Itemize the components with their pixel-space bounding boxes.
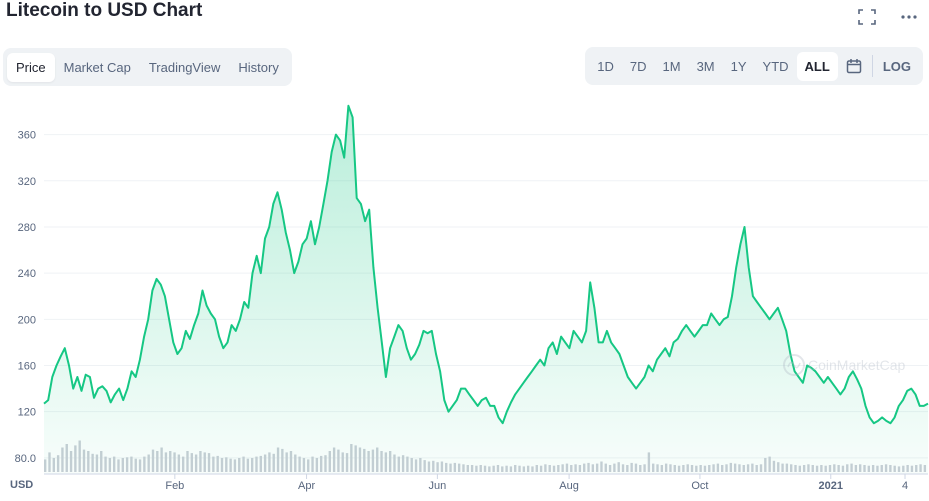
y-tick-label: 200: [18, 314, 36, 326]
tab-market-cap[interactable]: Market Cap: [63, 59, 131, 75]
price-chart[interactable]: CoinMarketCap 36032028024020016012080.0 …: [0, 90, 929, 501]
watermark-text: CoinMarketCap: [808, 357, 905, 373]
x-tick-label: Jun: [429, 480, 447, 492]
range-all[interactable]: ALL: [796, 51, 838, 81]
tab-tradingview[interactable]: TradingView: [148, 59, 221, 75]
chart-type-tabs: Price Market Cap TradingView History: [3, 48, 292, 86]
log-scale-button[interactable]: LOG: [882, 58, 911, 74]
y-tick-label: 360: [18, 130, 36, 142]
range-ytd[interactable]: YTD: [762, 58, 789, 74]
y-tick-label: 240: [18, 268, 36, 280]
x-tick-label: Aug: [559, 480, 579, 492]
expand-icon[interactable]: [855, 6, 879, 28]
page-title: Litecoin to USD Chart: [6, 0, 203, 21]
header-actions: [855, 6, 921, 28]
y-tick-label: 320: [18, 176, 36, 188]
y-axis-ticks: 360 320 280 240 200 160 120 80.0: [15, 130, 36, 465]
y-tick-label: 120: [18, 407, 36, 419]
tab-price[interactable]: Price: [7, 52, 55, 82]
x-tick-label: 2021: [819, 480, 843, 492]
y-tick-label: 280: [18, 222, 36, 234]
y-tick-label: 160: [18, 360, 36, 372]
x-axis-ticks: Feb Apr Jun Aug Oct 2021 4: [44, 473, 928, 492]
range-divider: [871, 55, 873, 77]
tab-history[interactable]: History: [238, 59, 279, 75]
y-tick-label: 80.0: [15, 453, 36, 465]
range-1m[interactable]: 1M: [662, 58, 681, 74]
range-3m[interactable]: 3M: [696, 58, 715, 74]
range-1y[interactable]: 1Y: [730, 58, 747, 74]
currency-label: USD: [10, 479, 33, 491]
coinmarketcap-watermark: CoinMarketCap: [783, 354, 905, 376]
calendar-icon[interactable]: [838, 58, 870, 74]
more-dots-icon[interactable]: [897, 6, 921, 28]
time-range-tabs: 1D 7D 1M 3M 1Y YTD ALL LOG: [585, 47, 923, 85]
x-tick-label: Oct: [691, 480, 708, 492]
range-1d[interactable]: 1D: [597, 58, 614, 74]
price-line: [43, 104, 929, 425]
x-tick-label: 4: [902, 480, 908, 492]
x-tick-label: Feb: [165, 480, 184, 492]
price-area: [44, 105, 928, 475]
x-tick-label: Apr: [298, 480, 315, 492]
range-7d[interactable]: 7D: [629, 58, 647, 74]
